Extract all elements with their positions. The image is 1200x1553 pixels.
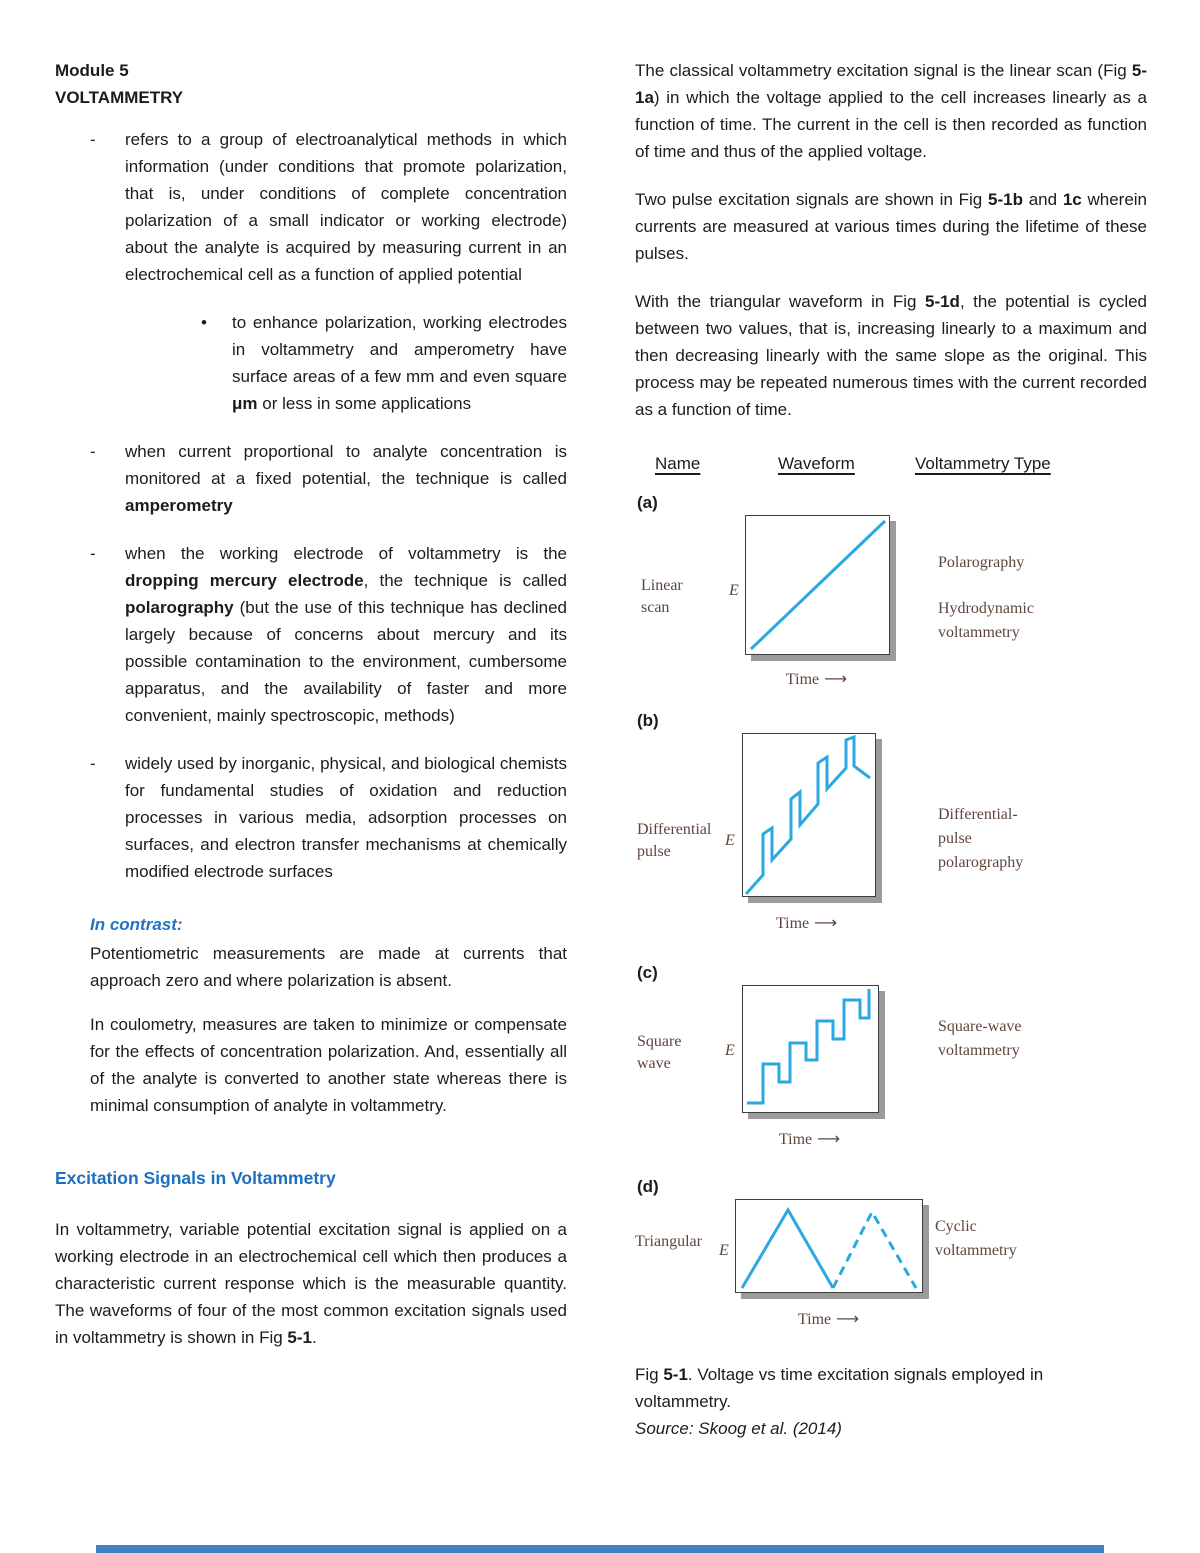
bullet-text: widely used by inorganic, physical, and … — [125, 754, 567, 881]
voltammetry-type-labels: Square-wave voltammetry — [938, 1018, 1022, 1059]
right-arrow-icon: ⟶ — [836, 1309, 860, 1328]
right-column: The classical voltammetry excitation sig… — [635, 57, 1147, 1442]
paragraph-excitation-intro: In voltammetry, variable potential excit… — [55, 1220, 567, 1347]
in-contrast-label: In contrast: — [90, 915, 183, 934]
panel-letter: (c) — [637, 963, 658, 982]
figure-panel-d-triangular: (d) Triangular E Time ⟶ Cyclic voltammetr… — [635, 1173, 1147, 1328]
panel-letter: (d) — [637, 1177, 659, 1196]
voltammetry-type-labels: Cyclic voltammetry — [935, 1218, 1017, 1259]
potential-axis-label: E — [725, 1042, 735, 1059]
module-subtitle: VOLTAMMETRY — [55, 88, 184, 107]
dash-marker: - — [90, 544, 96, 563]
right-arrow-icon: ⟶ — [817, 1129, 841, 1148]
panel-letter: (a) — [637, 493, 658, 512]
dot-marker: • — [201, 313, 207, 332]
panel-letter: (b) — [637, 711, 659, 730]
waveform-name-label: Differential pulse — [637, 821, 712, 860]
paragraph-potentiometric: Potentiometric measurements are made at … — [90, 944, 567, 990]
bullet-text: to enhance polarization, working electro… — [232, 313, 567, 413]
bullet-item-definition: - refers to a group of electroanalytical… — [55, 126, 567, 288]
waveform-name-label: Triangular — [635, 1233, 702, 1250]
potential-axis-label: E — [729, 582, 739, 599]
bullet-text: when current proportional to analyte con… — [125, 442, 567, 515]
bullet-text: refers to a group of electroanalytical m… — [125, 130, 567, 284]
square-wave-waveform — [747, 989, 871, 1105]
bullet-item-polarography: - when the working electrode of voltamme… — [55, 540, 567, 729]
figure-panel-a-linear-scan: (a) Linear scan E Time ⟶ Polarography Hyd… — [635, 489, 1147, 707]
paragraph-pulse-signals: Two pulse excitation signals are shown i… — [635, 190, 1148, 263]
figure-source: Source: Skoog et al. (2014) — [635, 1419, 842, 1438]
waveform-plot-box — [742, 733, 876, 897]
bullet-text: when the working electrode of voltammetr… — [125, 544, 567, 725]
time-axis-label: Time ⟶ — [775, 913, 838, 932]
next-page-top-edge — [96, 1545, 1104, 1553]
right-arrow-icon: ⟶ — [814, 913, 838, 932]
linear-scan-waveform — [749, 519, 887, 651]
left-column: Module 5 VOLTAMMETRY - refers to a group… — [55, 57, 567, 1351]
column-header-voltammetry-type: Voltammetry Type — [915, 454, 1051, 473]
figure-caption-text: Fig 5-1. Voltage vs time excitation sign… — [635, 1365, 1044, 1411]
figure-caption: Fig 5-1. Voltage vs time excitation sign… — [635, 1361, 1137, 1442]
triangular-waveform — [740, 1207, 918, 1289]
bullet-item-amperometry: - when current proportional to analyte c… — [55, 438, 567, 519]
column-header-name: Name — [655, 454, 701, 473]
waveform-plot-box — [742, 985, 879, 1113]
figure-panel-c-square-wave: (c) Square wave E Time ⟶ Square-wave volt… — [635, 959, 1147, 1173]
waveform-plot-box — [745, 515, 890, 655]
module-title: Module 5 — [55, 61, 129, 80]
dash-marker: - — [90, 442, 96, 461]
voltammetry-type-labels: Differential- pulse polarography — [938, 806, 1024, 871]
figure-table-header: Name Waveform Voltammetry Type — [635, 450, 1147, 477]
voltammetry-type-labels: Polarography Hydrodynamic voltammetry — [938, 554, 1034, 641]
paragraph-coulometry: In coulometry, measures are taken to min… — [90, 1015, 567, 1115]
right-arrow-icon: ⟶ — [824, 669, 848, 688]
time-axis-label: Time ⟶ — [797, 1309, 860, 1328]
time-axis-label: Time ⟶ — [778, 1129, 841, 1148]
waveform-name-label: Square wave — [637, 1033, 682, 1072]
time-axis-label: Time ⟶ — [785, 669, 848, 688]
section-heading-excitation-signals: Excitation Signals in Voltammetry — [55, 1168, 336, 1188]
dash-marker: - — [90, 130, 96, 149]
sub-bullet-item-electrodes: • to enhance polarization, working elect… — [55, 309, 567, 417]
bullet-list: - refers to a group of electroanalytical… — [55, 126, 567, 885]
differential-pulse-waveform — [744, 734, 871, 896]
column-header-waveform: Waveform — [778, 454, 855, 473]
paragraph-linear-scan: The classical voltammetry excitation sig… — [635, 61, 1147, 161]
dash-marker: - — [90, 754, 96, 773]
potential-axis-label: E — [725, 832, 735, 849]
figure-panel-b-differential-pulse: (b) Differential pulse E Time ⟶ Different… — [635, 707, 1147, 959]
potential-axis-label: E — [719, 1242, 729, 1259]
waveform-name-label: Linear scan — [641, 577, 683, 616]
waveform-plot-box — [735, 1199, 923, 1293]
paragraph-triangular-waveform: With the triangular waveform in Fig 5-1d… — [635, 292, 1147, 419]
bullet-item-applications: - widely used by inorganic, physical, an… — [55, 750, 567, 885]
